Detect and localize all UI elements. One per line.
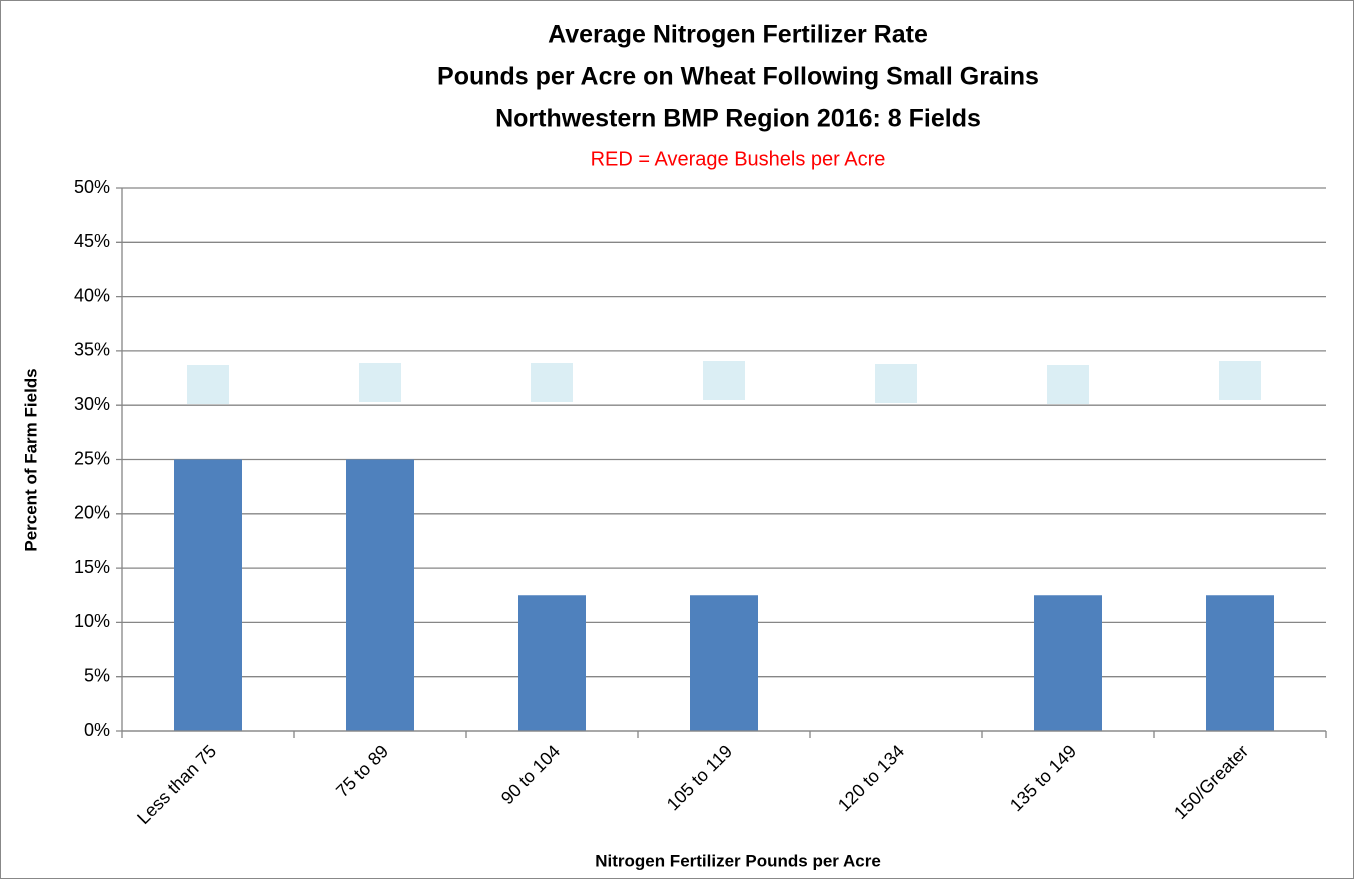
label-box: [1047, 365, 1089, 404]
bar: [518, 595, 586, 731]
chart-title: Pounds per Acre on Wheat Following Small…: [437, 63, 1039, 91]
bar: [1206, 595, 1274, 731]
chart-title: Northwestern BMP Region 2016: 8 Fields: [495, 105, 981, 133]
chart-title: Average Nitrogen Fertilizer Rate: [548, 21, 928, 49]
label-box: [703, 361, 745, 400]
label-box: [1219, 361, 1261, 400]
label-box: [531, 363, 573, 402]
y-tick-label: 45%: [74, 231, 110, 251]
y-tick-label: 25%: [74, 448, 110, 468]
y-tick-label: 10%: [74, 611, 110, 631]
label-box: [359, 363, 401, 402]
y-tick-label: 0%: [84, 720, 110, 740]
y-tick-label: 40%: [74, 285, 110, 305]
y-tick-label: 20%: [74, 503, 110, 523]
y-tick-label: 15%: [74, 557, 110, 577]
bar: [690, 595, 758, 731]
y-axis-label: Percent of Farm Fields: [21, 368, 40, 551]
y-tick-label: 5%: [84, 665, 110, 685]
y-tick-label: 35%: [74, 340, 110, 360]
y-tick-label: 30%: [74, 394, 110, 414]
y-tick-label: 50%: [74, 177, 110, 197]
bar: [174, 459, 242, 731]
chart-subtitle: RED = Average Bushels per Acre: [591, 148, 886, 170]
x-axis-label: Nitrogen Fertilizer Pounds per Acre: [595, 851, 881, 870]
label-box: [187, 365, 229, 404]
label-box: [875, 364, 917, 403]
bar: [346, 459, 414, 731]
bar: [1034, 595, 1102, 731]
